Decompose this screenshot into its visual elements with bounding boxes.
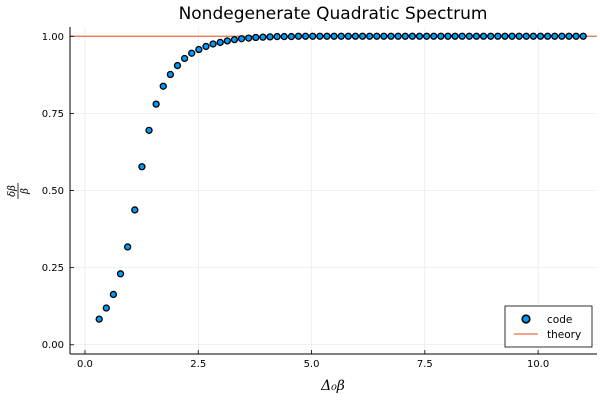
data-point: [173, 61, 182, 70]
data-point: [487, 32, 495, 40]
legend: code theory: [504, 305, 593, 348]
data-point: [152, 100, 160, 108]
data-point: [451, 32, 459, 40]
data-point: [123, 243, 132, 251]
data-point: [145, 126, 153, 134]
data-point: [294, 32, 303, 40]
data-point: [195, 45, 203, 54]
data-point: [259, 33, 267, 41]
y-axis-label-denominator: β: [20, 188, 31, 195]
data-point: [529, 32, 538, 40]
data-point: [479, 32, 488, 40]
data-point: [358, 32, 367, 40]
x-tick-label: 0.0: [77, 359, 93, 370]
plot-area: [70, 32, 597, 323]
y-tick-label: 0.75: [42, 109, 64, 120]
data-point: [522, 32, 530, 40]
data-point: [309, 32, 317, 40]
data-point: [166, 70, 175, 79]
data-point: [366, 32, 374, 40]
data-point: [508, 32, 516, 40]
series-layer: [70, 32, 597, 323]
y-tick-label: 0.25: [42, 263, 64, 274]
data-point: [501, 32, 509, 40]
data-point: [102, 304, 110, 312]
x-tick-label: 5.0: [304, 359, 320, 370]
data-point: [408, 32, 417, 40]
data-point: [543, 32, 552, 40]
data-point: [344, 32, 352, 40]
data-point: [237, 35, 246, 43]
data-point: [287, 32, 296, 41]
legend-marker-code: [521, 314, 531, 324]
data-point: [565, 32, 573, 40]
data-point: [558, 32, 566, 40]
data-point: [579, 32, 587, 40]
data-point: [159, 82, 167, 90]
y-axis-label-numerator: δβ: [7, 185, 18, 197]
data-point: [351, 32, 360, 40]
data-point: [266, 33, 274, 41]
data-point: [330, 32, 338, 40]
ticks: 0.0 2.5 5.0 7.5 10.0 0.00 0.25 0.50 0.75 1.00: [42, 32, 549, 370]
data-point: [337, 32, 345, 40]
data-point: [280, 32, 288, 41]
data-point: [252, 33, 260, 42]
data-point: [387, 32, 395, 40]
data-point: [494, 32, 502, 40]
y-tick-label: 0.50: [42, 186, 64, 197]
chart-title: Nondegenerate Quadratic Spectrum: [179, 4, 488, 24]
data-point: [209, 40, 217, 48]
data-point: [472, 32, 481, 40]
data-point: [223, 37, 231, 45]
data-point: [216, 38, 224, 47]
grid: [70, 27, 597, 354]
x-tick-label: 10.0: [527, 359, 549, 370]
data-point: [572, 32, 580, 40]
legend-label-theory: theory: [547, 329, 581, 341]
data-point: [536, 32, 545, 40]
data-point: [465, 32, 473, 40]
data-point: [415, 32, 424, 40]
data-point: [380, 32, 388, 40]
x-axis-label: Δ₀β: [320, 378, 345, 394]
data-point: [116, 270, 125, 278]
legend-label-code: code: [547, 314, 572, 326]
data-point: [180, 54, 189, 63]
data-point: [515, 32, 523, 40]
y-tick-label: 1.00: [42, 32, 64, 43]
data-point: [422, 32, 431, 40]
y-axis-label: δβ β: [7, 183, 31, 199]
x-tick-label: 7.5: [417, 359, 433, 370]
data-point: [245, 34, 253, 42]
data-point: [316, 32, 324, 40]
data-point: [230, 35, 239, 44]
data-point: [437, 32, 445, 40]
x-tick-label: 2.5: [190, 359, 206, 370]
data-point: [373, 32, 381, 40]
data-point: [401, 32, 409, 40]
data-point: [301, 32, 310, 40]
data-point: [273, 32, 281, 41]
legend-box: [504, 305, 593, 348]
y-tick-label: 0.00: [42, 340, 64, 351]
data-point: [394, 32, 402, 40]
data-point: [188, 49, 196, 57]
data-point: [458, 32, 466, 40]
data-point: [138, 163, 146, 171]
data-point: [202, 42, 210, 51]
data-point: [95, 315, 103, 323]
data-point: [430, 32, 438, 40]
data-point: [109, 290, 118, 299]
data-point: [131, 206, 139, 214]
data-point: [444, 32, 452, 40]
data-point: [323, 32, 331, 40]
data-point: [551, 32, 559, 40]
